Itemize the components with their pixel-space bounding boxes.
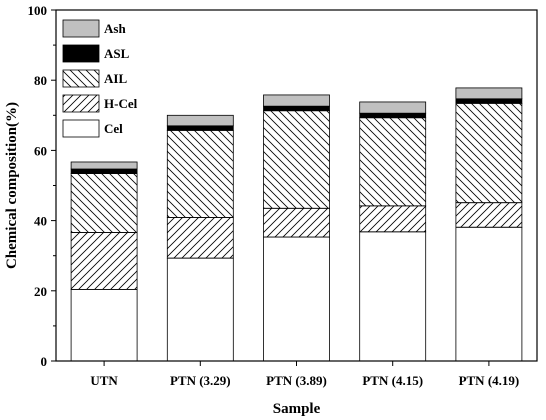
bar-segment-ash xyxy=(166,114,234,127)
y-tick-label: 100 xyxy=(28,3,48,18)
y-tick-label: 40 xyxy=(34,214,47,229)
x-tick-label: PTN (4.19) xyxy=(459,373,520,388)
bar-segment-asl xyxy=(359,112,427,119)
bars xyxy=(70,87,523,362)
legend-swatch xyxy=(62,94,100,113)
bar-group-5 xyxy=(455,87,523,362)
y-tick-label: 80 xyxy=(34,73,47,88)
bar-segment-cel xyxy=(359,231,427,362)
legend-label: Ash xyxy=(104,21,126,36)
bar-segment-h-cel xyxy=(263,207,330,238)
bar-segment-ail xyxy=(166,129,234,218)
bar-segment-cel xyxy=(166,257,234,362)
bar-segment-ail xyxy=(455,102,523,204)
bar-segment-ail xyxy=(70,173,138,233)
legend-label: ASL xyxy=(104,46,130,61)
legend-swatch xyxy=(62,44,100,63)
legend-item-ash: Ash xyxy=(62,19,126,38)
legend: Ash ASL AIL H-Cel Cel xyxy=(62,19,138,138)
legend-item-cel: Cel xyxy=(62,119,123,138)
legend-label: AIL xyxy=(104,71,127,86)
y-axis-title: Chemical composition(%) xyxy=(4,102,20,269)
x-tick-label: UTN xyxy=(90,373,118,388)
bar-segment-asl xyxy=(455,98,523,104)
bar-segment-cel xyxy=(70,288,138,362)
bar-segment-h-cel xyxy=(455,202,523,228)
bar-segment-ash xyxy=(359,101,427,114)
axes: UTN PTN (3.29) PTN (3.89) PTN (4.15) PTN (4.… xyxy=(28,3,538,388)
bar-segment-ash xyxy=(455,87,523,100)
bar-segment-ail xyxy=(263,110,330,209)
bar-segment-asl xyxy=(166,125,234,131)
legend-swatch xyxy=(62,119,100,138)
bar-segment-ail xyxy=(359,117,427,207)
x-tick-label: PTN (3.89) xyxy=(266,373,327,388)
bar-group-1 xyxy=(70,161,138,362)
legend-swatch xyxy=(62,69,100,88)
x-axis-title: Sample xyxy=(273,401,321,417)
legend-swatch xyxy=(62,19,100,38)
bar-group-4 xyxy=(359,101,427,362)
bar-segment-asl xyxy=(70,168,138,174)
legend-item-h-cel: H-Cel xyxy=(62,94,138,113)
bar-segment-cel xyxy=(455,226,523,362)
legend-item-ail: AIL xyxy=(62,69,127,88)
x-tick-label: PTN (3.29) xyxy=(170,373,231,388)
bar-segment-asl xyxy=(263,105,330,112)
x-tick-label: PTN (4.15) xyxy=(362,373,423,388)
bar-segment-ash xyxy=(263,94,330,107)
bar-segment-ash xyxy=(70,161,138,170)
bar-segment-h-cel xyxy=(359,205,427,233)
y-tick-label: 60 xyxy=(34,143,47,158)
y-tick-label: 20 xyxy=(34,284,47,299)
legend-label: Cel xyxy=(104,121,123,136)
legend-label: H-Cel xyxy=(104,96,138,111)
bar-segment-h-cel xyxy=(70,232,138,290)
legend-item-asl: ASL xyxy=(62,44,130,63)
bar-group-2 xyxy=(166,114,234,362)
y-tick-label: 0 xyxy=(41,354,48,369)
bar-group-3 xyxy=(263,94,330,362)
bar-segment-cel xyxy=(263,236,330,362)
bar-segment-h-cel xyxy=(166,217,234,259)
